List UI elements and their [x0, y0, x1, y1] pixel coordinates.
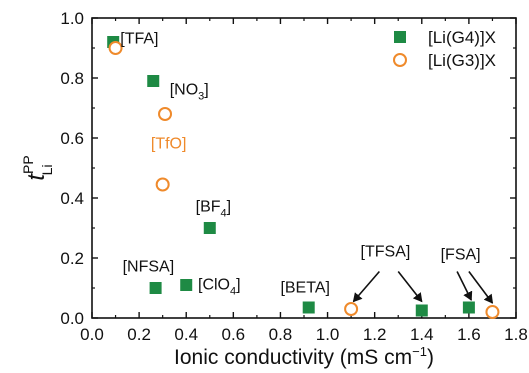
annotation-bf4: [BF4] [196, 199, 231, 220]
point-g3 [344, 302, 359, 316]
legend-label-g4: [Li(G4)]X [428, 28, 496, 47]
x-tick-label: 0.2 [127, 325, 151, 344]
point-g3 [485, 305, 500, 319]
point-g4 [415, 304, 428, 317]
y-tick-label: 0.0 [60, 309, 84, 328]
x-tick-label: 1.0 [316, 325, 340, 344]
point-g4 [302, 301, 315, 314]
point-g3 [155, 177, 170, 192]
y-tick-label: 1.0 [60, 9, 84, 28]
point-g4 [180, 279, 193, 291]
x-tick-label: 0.6 [222, 325, 246, 344]
legend-marker-g4 [394, 31, 406, 43]
annotation-clo4: [ClO4] [198, 277, 241, 298]
annotation-arrows [352, 270, 494, 304]
y-tick-label: 0.6 [60, 129, 84, 148]
annotation-tfo: [TfO] [151, 136, 187, 153]
annotation-beta: [BETA] [280, 280, 330, 297]
legend-label-g3: [Li(G3)]X [428, 51, 496, 70]
y-tick-label: 0.2 [60, 249, 84, 268]
arrow-tfsa-right [397, 271, 423, 303]
x-tick-label: 1.6 [457, 325, 481, 344]
arrow-fsa-right [468, 271, 494, 304]
annotation-tfsa: [TFSA] [361, 244, 411, 261]
point-g4 [462, 301, 475, 314]
y-tick-label: 0.8 [60, 69, 84, 88]
data-points [107, 36, 500, 319]
arrow-fsa-left [456, 271, 473, 301]
annotation-no3: [NO3] [170, 82, 209, 103]
annotation-tfa: [TFA] [120, 31, 158, 48]
point-g3 [108, 41, 123, 55]
y-axis-title: tPP Li [20, 155, 55, 180]
arrow-tfsa-left [352, 270, 380, 303]
x-tick-label: 0.0 [80, 325, 104, 344]
legend: [Li(G4)]X [Li(G3)]X [393, 28, 496, 70]
y-tick-label: 0.4 [60, 189, 84, 208]
annotation-nfsa: [NFSA] [123, 259, 175, 276]
x-tick-label: 0.4 [174, 325, 198, 344]
point-g3 [158, 107, 173, 121]
point-g4 [149, 282, 162, 294]
point-g4 [147, 75, 160, 87]
x-tick-label: 1.8 [504, 325, 528, 344]
axis-ticks: 0.0 0.2 0.4 0.6 0.8 1.0 1.2 1.4 1.6 1.8 0.0 0.2 0.4 0… [60, 9, 527, 344]
x-tick-label: 0.8 [269, 325, 293, 344]
legend-marker-g3 [393, 53, 407, 67]
point-g4 [203, 222, 216, 234]
x-axis-title: Ionic conductivity (mS cm−1) [174, 344, 434, 369]
annotation-fsa: [FSA] [441, 247, 481, 264]
x-tick-label: 1.4 [410, 325, 434, 344]
x-tick-label: 1.2 [363, 325, 387, 344]
annotations: [TFA] [NO3] [TfO] [BF4] [NFSA] [ClO4] [BETA] [T… [120, 31, 480, 298]
